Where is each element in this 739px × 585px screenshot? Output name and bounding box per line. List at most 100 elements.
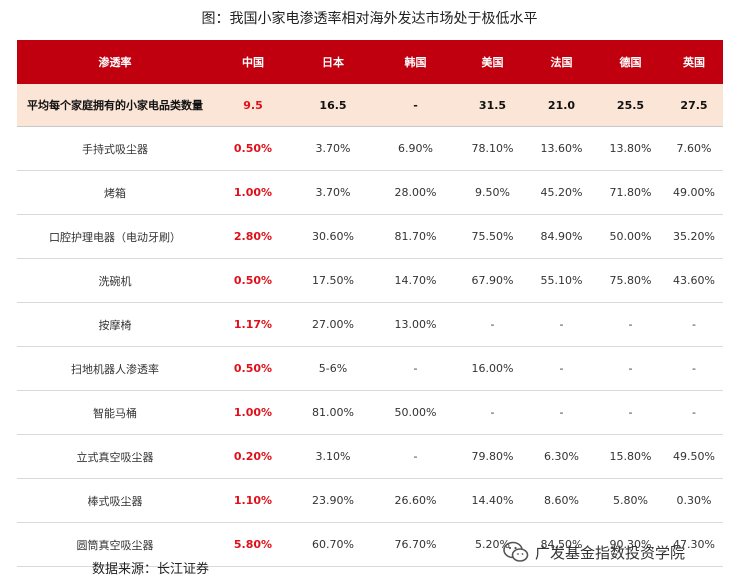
table-cell: 75.80% [596,258,665,303]
table-cell: 14.70% [373,258,458,303]
table-cell: - [596,390,665,435]
table-cell: 30.60% [293,214,373,259]
row-label: 扫地机器人渗透率 [17,346,213,391]
table-cell: 67.90% [458,258,527,303]
row-label: 棒式吸尘器 [17,478,213,523]
table-cell: 79.80% [458,434,527,479]
table-cell: 8.60% [527,478,596,523]
table-cell: 75.50% [458,214,527,259]
column-header: 法国 [527,40,596,84]
column-header: 渗透率 [17,40,213,84]
table-row: 棒式吸尘器 1.10% 23.90% 26.60% 14.40% 8.60% 5.80% 0.… [17,478,723,523]
table-cell: 6.90% [373,126,458,171]
table-cell: 76.70% [373,522,458,567]
table-cell: - [596,302,665,347]
table-cell: 1.00% [213,170,293,215]
table-cell: 3.70% [293,170,373,215]
table-cell: 15.80% [596,434,665,479]
table-header-row: 渗透率 中国 日本 韩国 美国 法国 德国 英国 [17,40,723,84]
table-cell: 84.90% [527,214,596,259]
highlight-row: 平均每个家庭拥有的小家电品类数量 9.5 16.5-31.5 21.0 25.5 27.5 [17,84,723,127]
row-label: 智能马桶 [17,390,213,435]
table-cell: 27.00% [293,302,373,347]
table-cell: 0.50% [213,258,293,303]
table-cell: 21.0 [527,84,596,127]
data-source: 数据来源：长江证券 [92,562,210,577]
table-cell: 50.00% [596,214,665,259]
table-cell: 90.30% [596,522,665,567]
table-cell: 9.5 [213,84,293,127]
table-cell: 71.80% [596,170,665,215]
row-label: 按摩椅 [17,302,213,347]
table-cell: - [665,390,723,435]
table-cell: 0.50% [213,126,293,171]
watermark-text: 广发基金指数投资学院 [535,543,686,562]
table-cell: 0.20% [213,434,293,479]
column-header: 中国 [213,40,293,84]
table-cell: 2.80% [213,214,293,259]
table-cell: 81.00% [293,390,373,435]
table-cell: 47.30% [665,522,723,567]
table-cell: 5.80% [213,522,293,567]
table-cell: 49.50% [665,434,723,479]
table-cell: 13.60% [527,126,596,171]
table-cell: 84.50% [527,522,596,567]
table-row: 洗碗机 0.50% 17.50% 14.70% 67.90% 55.10% 75.80% 43… [17,258,723,303]
table-cell: 16.5 [293,84,373,127]
table-cell: 3.70% [293,126,373,171]
table-cell: - [596,346,665,391]
table-row: 手持式吸尘器 0.50% 3.70% 6.90% 78.10% 13.60% 13.80% 7… [17,126,723,171]
table-cell: 1.10% [213,478,293,523]
table-row: 烤箱 1.00% 3.70% 28.00% 9.50% 45.20% 71.80% 49.00… [17,170,723,215]
table-cell: - [458,302,527,347]
table-cell: 49.00% [665,170,723,215]
table-row: 圆筒真空吸尘器 5.80% 60.70% 76.70% 5.20% 84.50% 90.30… [17,522,723,567]
wechat-icon [503,541,529,563]
table-cell: - [527,302,596,347]
table-cell: 5.80% [596,478,665,523]
table-cell: 35.20% [665,214,723,259]
table-cell: - [373,84,458,127]
table-cell: 9.50% [458,170,527,215]
table-row: 立式真空吸尘器 0.20% 3.10% -79.80% 6.30% 15.80% 49.50… [17,434,723,479]
column-header: 韩国 [373,40,458,84]
table-cell: 81.70% [373,214,458,259]
table-cell: 5-6% [293,346,373,391]
row-label: 烤箱 [17,170,213,215]
table-cell: 23.90% [293,478,373,523]
table-cell: 13.00% [373,302,458,347]
table-cell: 1.17% [213,302,293,347]
table-cell: 0.50% [213,346,293,391]
penetration-table: 渗透率 中国 日本 韩国 美国 法国 德国 英国 平均每个家庭拥有的小家电品类数量 9.5 16.… [17,40,723,567]
row-label: 洗碗机 [17,258,213,303]
row-label: 圆筒真空吸尘器 [17,522,213,567]
column-header: 美国 [458,40,527,84]
row-label: 手持式吸尘器 [17,126,213,171]
table-row: 口腔护理电器（电动牙刷） 2.80% 30.60% 81.70% 75.50% 84.90… [17,214,723,259]
table-cell: - [373,346,458,391]
table-cell: 45.20% [527,170,596,215]
table-cell: 28.00% [373,170,458,215]
table-cell: - [373,434,458,479]
table-row: 智能马桶 1.00% 81.00% 50.00% - - - - [17,390,723,435]
table-cell: - [665,302,723,347]
table-cell: 26.60% [373,478,458,523]
table-cell: 13.80% [596,126,665,171]
table-cell: 78.10% [458,126,527,171]
table-cell: 1.00% [213,390,293,435]
row-label: 口腔护理电器（电动牙刷） [17,214,213,259]
table-cell: 0.30% [665,478,723,523]
table-cell: 16.00% [458,346,527,391]
table-cell: 60.70% [293,522,373,567]
table-cell: - [458,390,527,435]
row-label: 平均每个家庭拥有的小家电品类数量 [17,84,213,127]
table-cell: 7.60% [665,126,723,171]
table-cell: - [527,390,596,435]
table-cell: - [527,346,596,391]
row-label: 立式真空吸尘器 [17,434,213,479]
table-cell: - [665,346,723,391]
table-cell: 3.10% [293,434,373,479]
table-row: 扫地机器人渗透率 0.50% 5-6% -16.00% - - - [17,346,723,391]
table-cell: 50.00% [373,390,458,435]
column-header: 德国 [596,40,665,84]
